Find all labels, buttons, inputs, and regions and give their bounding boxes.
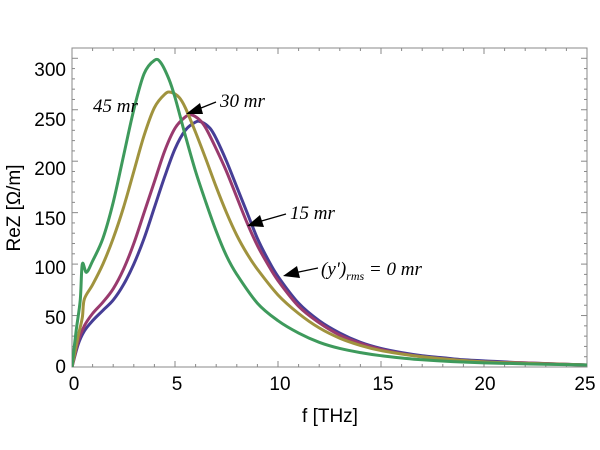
y-tick-label: 50	[45, 308, 66, 329]
x-axis-title: f [THz]	[302, 406, 358, 427]
y-tick-label: 250	[34, 110, 66, 131]
series-line-1	[72, 113, 587, 367]
series-layer	[72, 57, 587, 367]
y-tick-label: 0	[55, 357, 66, 378]
series-line-3	[72, 57, 587, 367]
annotation-15mr: 15 mr	[290, 203, 335, 224]
arrow-30mr	[186, 101, 217, 114]
y-axis-title: ReZ [Ω/m]	[4, 164, 25, 251]
y-tick-label: 200	[34, 159, 66, 180]
annotation-45mr: 45 mr	[93, 96, 138, 117]
x-tick-label: 20	[474, 374, 495, 395]
x-tick-label: 5	[172, 374, 183, 395]
annotation-0mr-main: (y')	[321, 259, 346, 280]
annotation-0mr-tail: = 0 mr	[364, 259, 422, 280]
y-tick-label: 300	[34, 60, 66, 81]
x-tick-label: 10	[269, 374, 290, 395]
y-tick-label: 150	[34, 209, 66, 230]
x-tick-label: 0	[69, 374, 80, 395]
series-line-2	[72, 90, 587, 367]
annotation-30mr: 30 mr	[219, 91, 265, 112]
arrow-0mr	[283, 266, 319, 278]
plot-frame	[71, 47, 588, 368]
x-tick-label: 15	[372, 374, 393, 395]
y-tick-label: 100	[34, 258, 66, 279]
annotation-0mr-sub: rms	[346, 269, 364, 283]
arrow-15mr	[247, 213, 287, 227]
x-tick-label: 25	[574, 374, 595, 395]
annotation-0mr: (y')rms = 0 mr	[321, 259, 422, 283]
